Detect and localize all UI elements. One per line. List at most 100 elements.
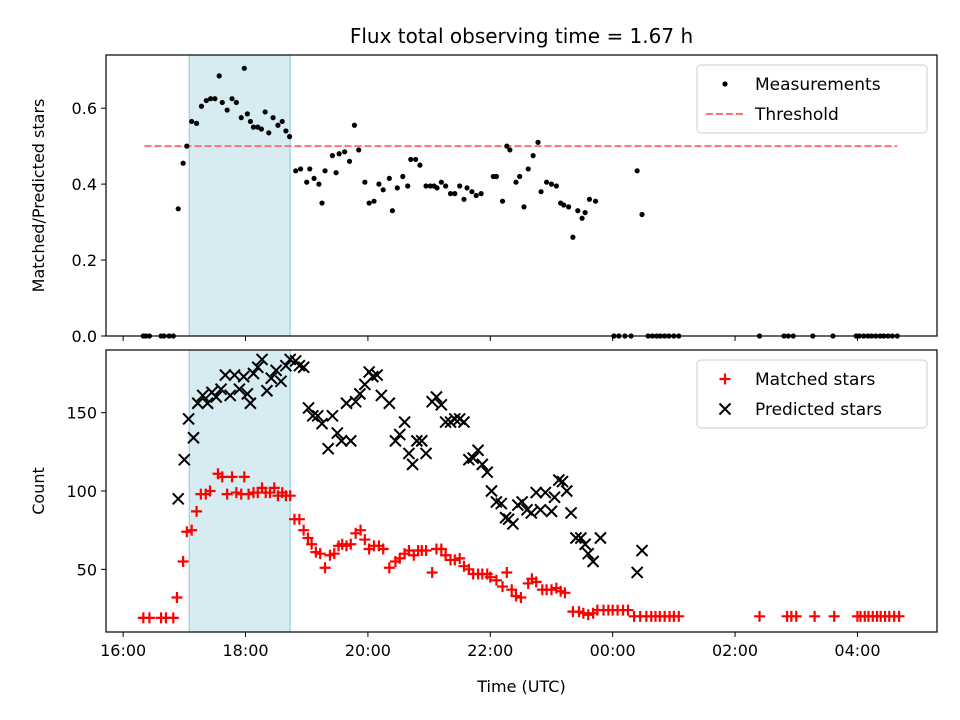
data-point <box>754 610 766 622</box>
data-point <box>331 426 344 440</box>
data-point <box>622 604 634 616</box>
legend-marker <box>722 81 728 87</box>
data-point <box>198 103 205 109</box>
data-point <box>517 173 523 180</box>
data-point <box>545 584 557 596</box>
data-point <box>545 505 558 518</box>
data-point <box>233 99 239 106</box>
data-point <box>564 506 578 520</box>
data-point <box>561 202 567 208</box>
data-point <box>469 189 475 195</box>
data-point <box>506 584 518 596</box>
data-point <box>219 368 232 382</box>
data-point <box>219 99 225 106</box>
data-point <box>342 149 348 155</box>
data-point <box>284 490 296 502</box>
data-point <box>297 166 304 172</box>
data-point <box>189 118 195 125</box>
data-point <box>594 531 607 545</box>
data-point <box>366 370 380 383</box>
data-point <box>191 397 204 410</box>
data-point <box>307 166 313 172</box>
data-point <box>346 158 353 164</box>
data-point <box>203 97 209 104</box>
data-point <box>556 475 569 488</box>
data-point <box>329 153 336 159</box>
legend-label: Measurements <box>755 75 881 95</box>
data-point <box>413 156 419 163</box>
y-tick-label: 0.4 <box>72 175 97 194</box>
data-point <box>321 442 335 455</box>
data-point <box>208 96 214 102</box>
data-point <box>283 128 289 134</box>
data-point <box>548 181 555 187</box>
data-point <box>515 495 529 509</box>
data-point <box>233 382 246 396</box>
data-point <box>507 147 513 153</box>
data-point <box>250 124 257 130</box>
data-point <box>326 409 339 423</box>
data-point <box>349 395 362 408</box>
data-point <box>383 397 396 410</box>
data-point <box>356 147 362 153</box>
data-point <box>471 444 485 457</box>
data-point <box>333 170 339 176</box>
data-point <box>216 471 228 483</box>
data-point <box>221 488 233 500</box>
data-point <box>238 115 244 121</box>
data-point <box>322 168 328 174</box>
data-point <box>435 398 448 412</box>
data-point <box>193 120 200 126</box>
data-point <box>376 181 382 187</box>
data-point <box>209 390 223 404</box>
x-axis-label: Time (UTC) <box>476 677 565 696</box>
series-matched-stars <box>137 468 905 624</box>
data-point <box>410 434 424 448</box>
data-point <box>335 434 348 448</box>
data-point <box>316 181 322 187</box>
data-point <box>314 548 326 560</box>
data-point <box>559 587 571 599</box>
data-point <box>212 96 218 102</box>
data-point <box>351 122 358 128</box>
data-point <box>386 175 392 182</box>
legend-marker <box>718 402 732 416</box>
data-point <box>577 607 589 619</box>
data-point <box>485 484 498 498</box>
x-tick-label: 16:00 <box>100 641 146 660</box>
data-point <box>501 566 513 578</box>
data-point <box>362 179 368 185</box>
data-point <box>443 183 449 189</box>
data-point <box>586 555 600 568</box>
data-point <box>581 547 595 560</box>
data-point <box>495 497 508 510</box>
data-point <box>539 486 552 499</box>
legend-label: Matched stars <box>755 370 875 390</box>
data-point <box>553 183 559 189</box>
y-axis-label: Count <box>29 467 48 515</box>
data-point <box>302 532 314 544</box>
data-point <box>809 610 821 622</box>
data-point <box>464 185 470 191</box>
data-point <box>578 538 592 551</box>
data-point <box>275 122 281 128</box>
data-point <box>639 211 645 218</box>
data-point <box>258 126 265 132</box>
data-point <box>177 556 189 567</box>
data-point <box>490 574 502 586</box>
data-point <box>266 130 272 136</box>
data-point <box>279 359 293 372</box>
data-point <box>293 359 306 372</box>
data-point <box>420 545 432 557</box>
data-point <box>251 361 264 374</box>
data-point <box>247 367 260 380</box>
data-point <box>461 196 467 202</box>
data-point <box>504 143 510 149</box>
bottom-panel-counts: 16:00 18:00 20:00 22:00 00:00 02:00 04:00 50 100… <box>29 349 938 696</box>
data-point <box>187 431 200 444</box>
data-point <box>548 491 561 504</box>
legend-label: Predicted stars <box>755 400 882 420</box>
data-point <box>417 162 423 168</box>
data-point <box>230 487 242 499</box>
data-point <box>355 524 367 536</box>
